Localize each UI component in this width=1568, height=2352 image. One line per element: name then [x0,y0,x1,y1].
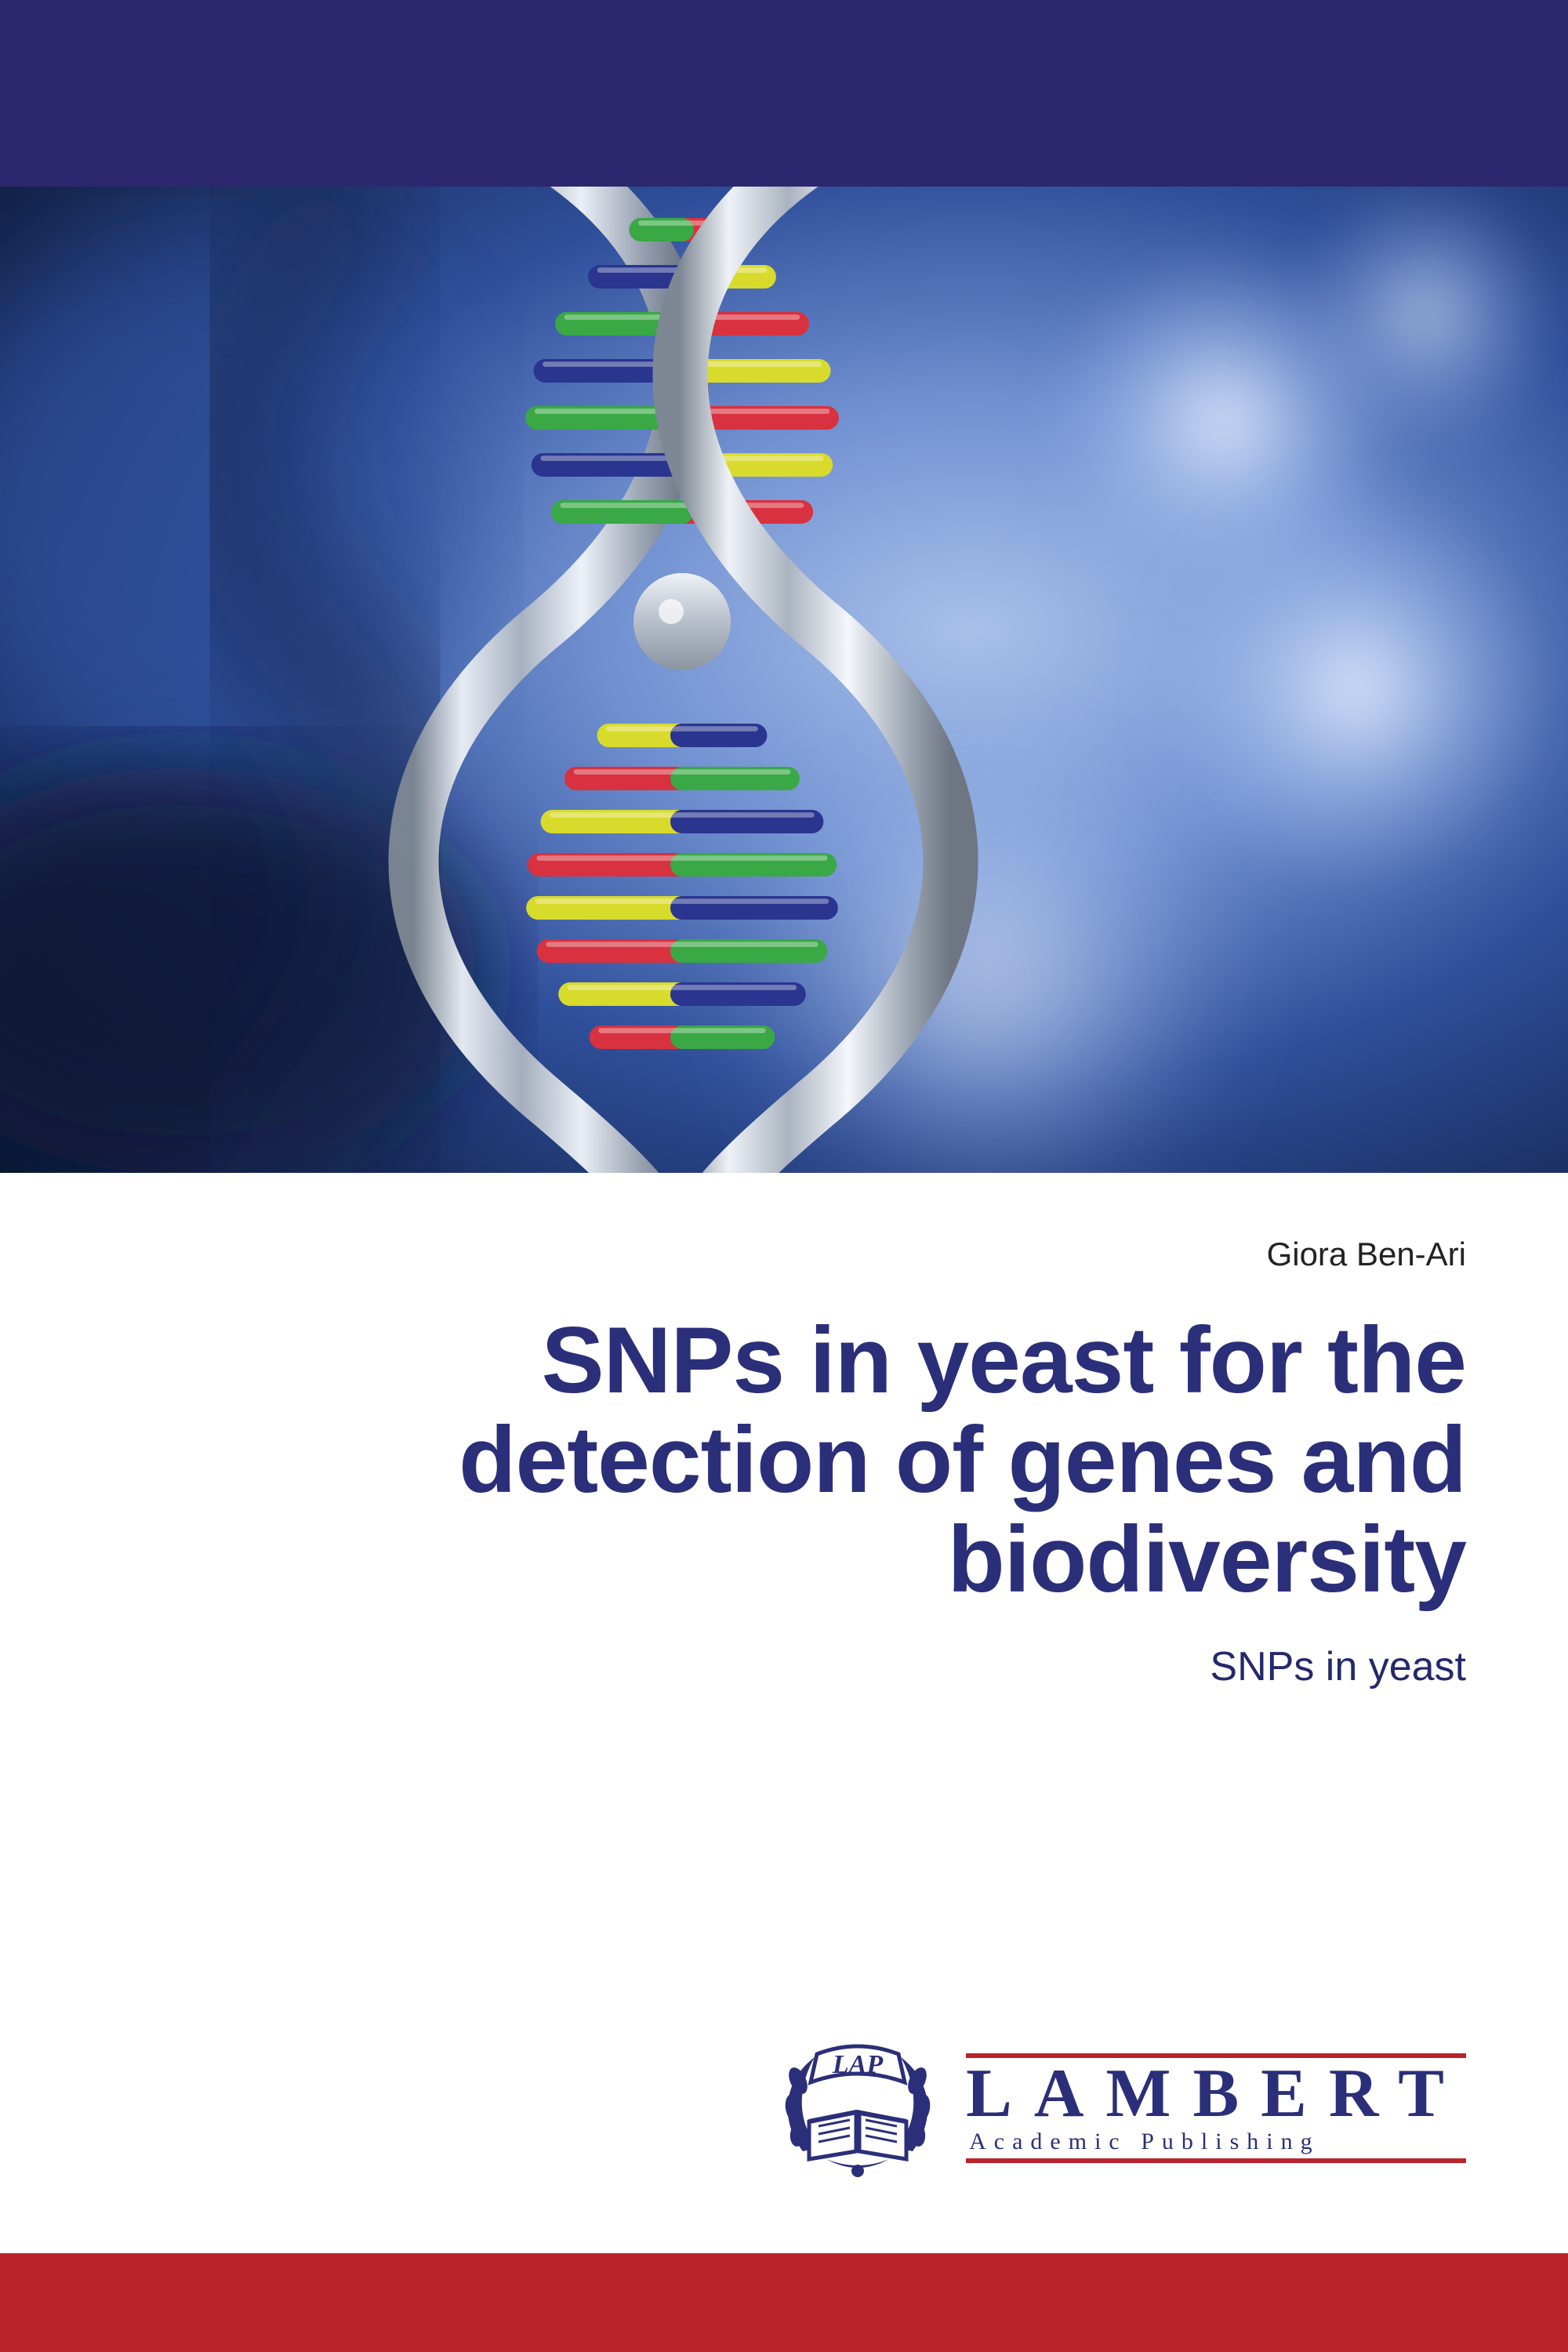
top-band [0,0,1568,187]
text-block: Giora Ben-Ari SNPs in yeast for the dete… [0,1173,1568,2253]
book-subtitle: SNPs in yeast [125,1643,1466,1690]
publisher-name: LAMBERT [966,2058,1466,2129]
book-title: SNPs in yeast for the detection of genes… [125,1311,1466,1610]
publisher-emblem-icon: LAP [771,2034,944,2183]
dna-illustration [0,187,1568,1173]
publisher-rule-bottom [966,2158,1466,2163]
publisher-wordmark: LAMBERT Academic Publishing [966,2053,1466,2163]
bottom-band [0,2253,1568,2352]
publisher-badge-text: LAP [832,2050,883,2079]
publisher-sub: Academic Publishing [966,2129,1466,2158]
book-cover: Giora Ben-Ari SNPs in yeast for the dete… [0,0,1568,2352]
author-name: Giora Ben-Ari [125,1236,1466,1273]
publisher-block: LAP LAMBERT Academic Publishing [771,2034,1466,2183]
hero-image [0,187,1568,1173]
